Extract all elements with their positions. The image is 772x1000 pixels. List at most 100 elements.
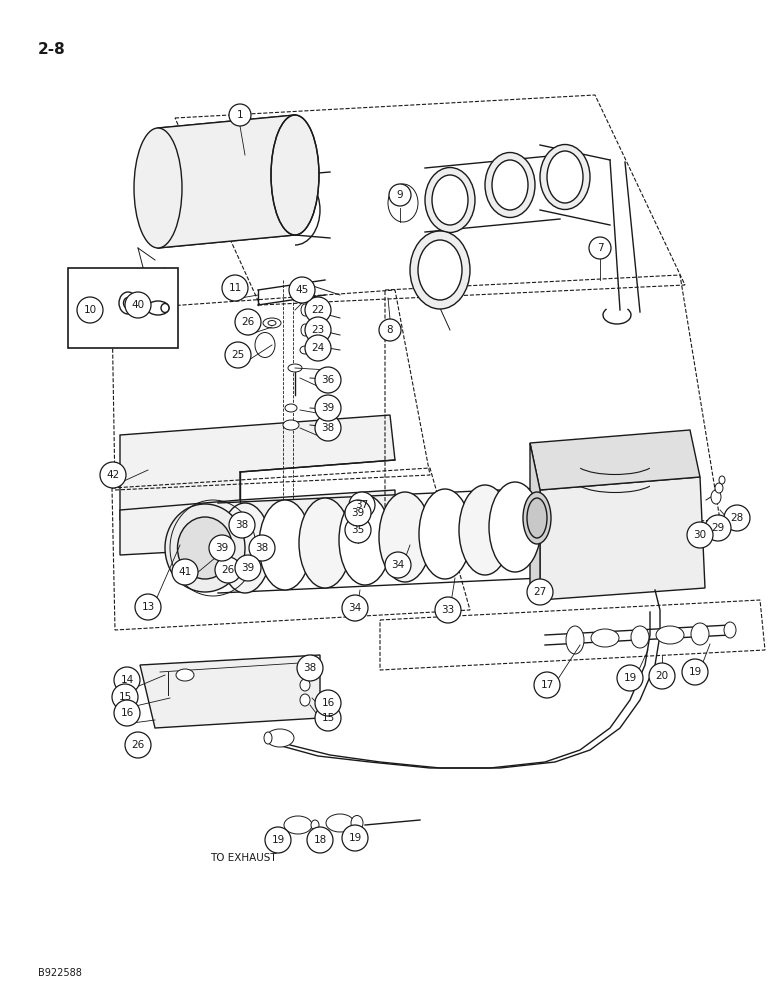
Circle shape (682, 659, 708, 685)
Text: 23: 23 (311, 325, 324, 335)
Circle shape (389, 184, 411, 206)
Ellipse shape (178, 517, 232, 579)
Polygon shape (158, 115, 295, 248)
Ellipse shape (339, 495, 391, 585)
Ellipse shape (540, 144, 590, 210)
Circle shape (172, 559, 198, 585)
Text: 41: 41 (178, 567, 191, 577)
Ellipse shape (244, 557, 256, 573)
Text: 34: 34 (391, 560, 405, 570)
Ellipse shape (379, 492, 431, 582)
Text: 19: 19 (689, 667, 702, 677)
Text: 38: 38 (303, 663, 317, 673)
Ellipse shape (489, 482, 541, 572)
Text: 45: 45 (296, 285, 309, 295)
Text: 39: 39 (215, 543, 229, 553)
Ellipse shape (566, 626, 584, 654)
Circle shape (229, 512, 255, 538)
Ellipse shape (326, 814, 354, 832)
Ellipse shape (263, 318, 281, 328)
Ellipse shape (161, 304, 169, 312)
Circle shape (114, 667, 140, 693)
Polygon shape (120, 490, 395, 555)
Ellipse shape (523, 492, 551, 544)
Text: 36: 36 (321, 375, 334, 385)
Ellipse shape (410, 231, 470, 309)
Circle shape (135, 594, 161, 620)
Text: 11: 11 (229, 283, 242, 293)
Ellipse shape (711, 490, 721, 504)
Circle shape (249, 535, 275, 561)
Ellipse shape (176, 669, 194, 681)
Polygon shape (140, 655, 320, 728)
Circle shape (649, 663, 675, 689)
Ellipse shape (301, 304, 309, 316)
Text: TO EXHAUST: TO EXHAUST (210, 853, 276, 863)
Circle shape (125, 732, 151, 758)
Ellipse shape (219, 503, 271, 593)
Text: 35: 35 (351, 525, 364, 535)
Text: 15: 15 (118, 692, 131, 702)
Text: 19: 19 (348, 833, 361, 843)
Text: 22: 22 (311, 305, 324, 315)
Ellipse shape (492, 160, 528, 210)
Text: 14: 14 (120, 675, 134, 685)
Circle shape (589, 237, 611, 259)
Ellipse shape (418, 240, 462, 300)
Text: 16: 16 (321, 698, 334, 708)
Circle shape (315, 415, 341, 441)
Text: 15: 15 (321, 713, 334, 723)
Ellipse shape (271, 115, 319, 235)
Circle shape (342, 595, 368, 621)
Ellipse shape (207, 520, 223, 540)
Ellipse shape (165, 504, 245, 592)
Circle shape (345, 500, 371, 526)
Text: 27: 27 (533, 587, 547, 597)
Ellipse shape (351, 816, 363, 830)
Ellipse shape (124, 298, 133, 308)
Ellipse shape (547, 151, 583, 203)
Circle shape (125, 292, 151, 318)
Ellipse shape (259, 500, 311, 590)
Ellipse shape (299, 498, 351, 588)
Circle shape (345, 517, 371, 543)
Text: 39: 39 (321, 403, 334, 413)
Ellipse shape (459, 485, 511, 575)
Circle shape (342, 825, 368, 851)
Text: 37: 37 (355, 500, 368, 510)
Circle shape (379, 319, 401, 341)
Circle shape (349, 492, 375, 518)
Polygon shape (530, 443, 540, 600)
Circle shape (235, 309, 261, 335)
Text: 39: 39 (242, 563, 255, 573)
Ellipse shape (300, 346, 310, 354)
Text: 13: 13 (141, 602, 154, 612)
Ellipse shape (432, 175, 468, 225)
Circle shape (222, 275, 248, 301)
Ellipse shape (255, 332, 275, 358)
Text: 19: 19 (623, 673, 637, 683)
Circle shape (527, 579, 553, 605)
FancyBboxPatch shape (68, 268, 178, 348)
Circle shape (315, 395, 341, 421)
Text: 38: 38 (235, 520, 249, 530)
Circle shape (209, 535, 235, 561)
Circle shape (114, 700, 140, 726)
Text: 33: 33 (442, 605, 455, 615)
Ellipse shape (288, 364, 302, 372)
Ellipse shape (119, 292, 137, 314)
Ellipse shape (237, 538, 253, 558)
Polygon shape (120, 415, 395, 520)
Text: 26: 26 (242, 317, 255, 327)
Circle shape (265, 827, 291, 853)
Text: 34: 34 (348, 603, 361, 613)
Text: 39: 39 (351, 508, 364, 518)
Circle shape (687, 522, 713, 548)
Text: 24: 24 (311, 343, 324, 353)
Circle shape (385, 552, 411, 578)
Ellipse shape (724, 622, 736, 638)
Circle shape (305, 335, 331, 361)
Ellipse shape (425, 167, 475, 232)
Ellipse shape (719, 476, 725, 484)
Ellipse shape (691, 623, 709, 645)
